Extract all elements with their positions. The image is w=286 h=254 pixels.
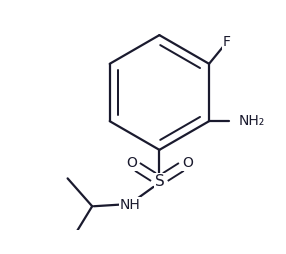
Text: NH₂: NH₂ <box>239 114 265 128</box>
Text: O: O <box>46 253 57 254</box>
Text: S: S <box>154 173 164 188</box>
Text: NH: NH <box>120 198 140 212</box>
Text: O: O <box>182 156 193 170</box>
Text: O: O <box>126 156 137 170</box>
Text: F: F <box>223 36 231 50</box>
